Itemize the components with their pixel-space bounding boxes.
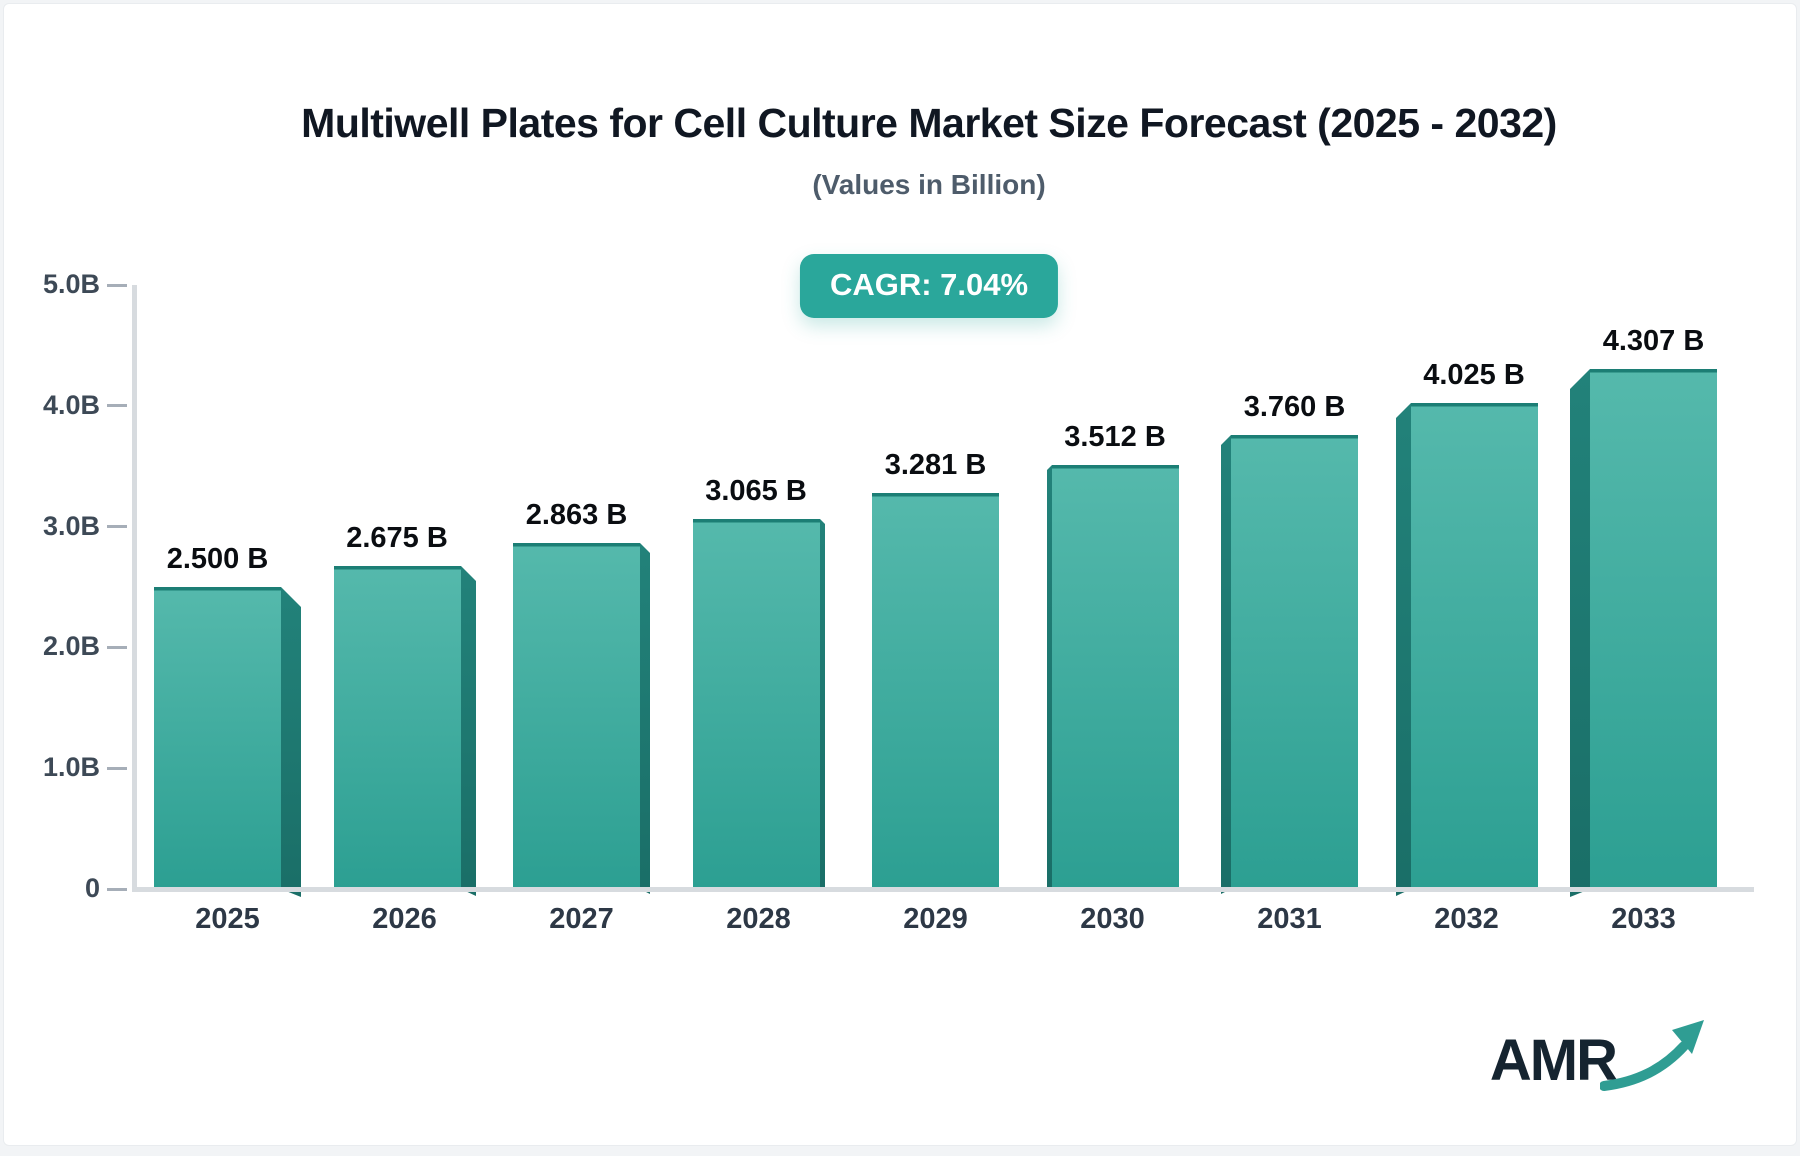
- bar-group-2027: 2.863 B: [493, 285, 670, 894]
- bar-2029: [872, 493, 999, 889]
- chart-card: Multiwell Plates for Cell Culture Market…: [3, 3, 1797, 1146]
- y-tick-label: 3.0B: [42, 510, 100, 541]
- bar-side-face: [1221, 435, 1231, 894]
- bar-value-label: 2.675 B: [346, 522, 448, 554]
- bar-value-label: 4.025 B: [1423, 359, 1525, 391]
- y-tick-label: 5.0B: [42, 269, 100, 299]
- bar-side-face: [1046, 465, 1052, 891]
- bar-value-label: 3.512 B: [1064, 421, 1166, 453]
- bar-top-edge: [1051, 465, 1179, 469]
- chart-subtitle: (Values in Billion): [812, 169, 1046, 200]
- bar-value-label: 2.500 B: [166, 543, 269, 575]
- bar-side-face: [640, 543, 650, 894]
- bar-top-edge: [1231, 435, 1358, 439]
- bar-value-label: 3.760 B: [1243, 391, 1346, 423]
- bar-2033: [1570, 369, 1717, 897]
- bar-group-2028: 3.065 B: [670, 285, 847, 891]
- bar-side-face: [460, 566, 476, 896]
- bar-front-face: [692, 519, 820, 889]
- bar-2032: [1395, 403, 1538, 896]
- y-tick-mark: [107, 645, 127, 649]
- y-tick-label: 4.0B: [42, 389, 100, 420]
- y-tick-mark: [107, 766, 127, 770]
- chart-title: Multiwell Plates for Cell Culture Market…: [301, 100, 1557, 146]
- x-label-2033: 2033: [1611, 903, 1676, 935]
- bar-group-2029: 3.281 B: [847, 285, 1024, 889]
- bars-container: 2.500 B 2.675 B 2.863 B 3.065 B 3.281 B 3.512…: [139, 285, 1732, 897]
- cagr-badge: CAGR: 7.04%: [799, 254, 1059, 318]
- bar-group-2026: 2.675 B: [316, 285, 493, 896]
- y-tick-mark: [107, 887, 127, 891]
- bar-group-2025: 2.500 B: [139, 285, 316, 897]
- bar-value-label: 3.065 B: [705, 475, 807, 507]
- x-label-2029: 2029: [903, 903, 968, 935]
- x-axis-labels: 2025 2026 2027 2028 2029 2030 2031 2032 2033: [139, 903, 1732, 936]
- bar-side-face: [1395, 403, 1411, 896]
- y-axis-line: [132, 285, 137, 889]
- bar-side-face: [1570, 369, 1590, 897]
- bar-top-edge: [872, 493, 999, 497]
- bar-front-face: [154, 587, 281, 889]
- bar-top-edge: [333, 566, 461, 570]
- amr-logo-arrow-icon: [1600, 1020, 1704, 1091]
- bar-top-edge: [513, 543, 640, 547]
- bar-2031: [1221, 435, 1358, 894]
- bar-group-2030: 3.512 B: [1024, 285, 1201, 891]
- y-tick-mark: [107, 525, 127, 529]
- x-label-2030: 2030: [1080, 903, 1145, 935]
- bar-group-2032: 4.025 B: [1378, 285, 1555, 896]
- bar-value-label: 3.281 B: [884, 449, 987, 481]
- amr-logo: AMR: [1489, 1020, 1708, 1096]
- bar-front-face: [1590, 369, 1717, 889]
- bar-group-2033: 4.307 B: [1555, 285, 1732, 897]
- bar-group-2031: 3.760 B: [1201, 285, 1378, 894]
- x-label-2025: 2025: [195, 903, 260, 935]
- amr-logo-text: AMR: [1489, 1027, 1618, 1093]
- bar-side-face: [819, 519, 825, 891]
- bar-top-edge: [154, 587, 281, 591]
- y-tick-label: 2.0B: [42, 631, 100, 662]
- x-label-2028: 2028: [726, 903, 791, 935]
- bar-2025: [154, 587, 301, 897]
- bar-2026: [333, 566, 476, 896]
- x-label-2032: 2032: [1434, 903, 1499, 935]
- bar-top-edge: [692, 519, 820, 523]
- x-label-2026: 2026: [372, 903, 437, 935]
- bar-value-label: 2.863 B: [525, 499, 628, 531]
- bar-front-face: [1410, 403, 1538, 889]
- x-label-2027: 2027: [549, 903, 614, 935]
- bar-front-face: [333, 566, 461, 889]
- bar-front-face: [513, 543, 640, 889]
- bar-top-edge: [1410, 403, 1538, 407]
- bar-front-face: [1051, 465, 1179, 889]
- bar-2027: [513, 543, 650, 894]
- y-tick-mark: [107, 283, 127, 287]
- bar-2030: [1046, 465, 1179, 891]
- bar-side-face: [281, 587, 301, 897]
- bar-value-label: 4.307 B: [1602, 325, 1705, 357]
- x-axis-line: [132, 887, 1754, 892]
- y-tick-mark: [107, 404, 127, 408]
- y-tick-label: 1.0B: [42, 752, 100, 783]
- y-tick-label: 0: [84, 873, 100, 903]
- bar-2028: [692, 519, 825, 891]
- bar-top-edge: [1590, 369, 1717, 373]
- bar-front-face: [872, 493, 999, 889]
- bar-front-face: [1231, 435, 1358, 889]
- x-label-2031: 2031: [1257, 903, 1322, 935]
